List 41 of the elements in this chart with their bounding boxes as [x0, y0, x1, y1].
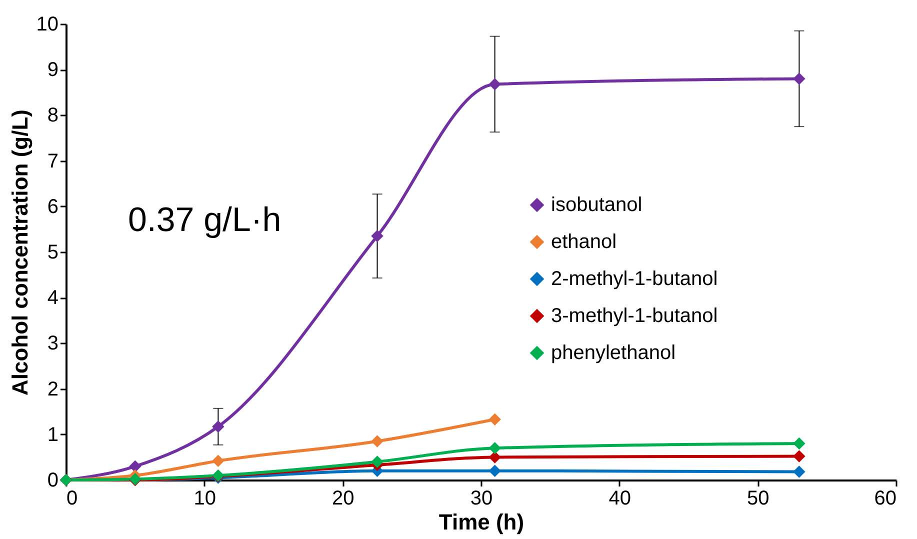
point	[488, 451, 501, 464]
x-tick-label: 40	[608, 488, 631, 510]
y-tick-label: 2	[47, 378, 58, 400]
x-tick-label: 20	[332, 488, 354, 510]
legend-label: 3-methyl-1-butanol	[551, 305, 718, 327]
y-tick-label: 7	[47, 150, 58, 172]
legend-label: isobutanol	[551, 194, 642, 216]
x-tick-label: 50	[747, 488, 770, 510]
point	[212, 454, 224, 467]
point	[129, 460, 142, 472]
point	[488, 78, 501, 90]
point	[488, 464, 501, 478]
point	[488, 413, 501, 426]
point	[793, 437, 806, 450]
point	[371, 230, 384, 242]
y-tick-label: 6	[47, 196, 58, 218]
y-tick-label: 8	[47, 104, 58, 127]
y-axis-title: Alcohol concentration (g/L)	[7, 110, 32, 396]
point	[212, 420, 224, 433]
point	[793, 72, 806, 85]
point	[793, 450, 806, 462]
y-tick-label: 10	[36, 14, 58, 36]
x-tick-label: 30	[470, 488, 493, 510]
legend-label: 2-methyl-1-butanol	[551, 268, 718, 290]
x-tick-label: 0	[66, 488, 78, 510]
point	[793, 466, 806, 478]
y-tick-label: 4	[47, 287, 58, 310]
y-tick-label: 3	[47, 332, 58, 355]
y-tick-label: 9	[47, 59, 58, 82]
x-axis-title: Time (h)	[438, 510, 524, 534]
annotation: 0.37 g/L·h	[128, 201, 282, 239]
point	[371, 435, 384, 448]
x-tick-label: 60	[874, 488, 896, 510]
point	[371, 456, 384, 468]
y-tick-label: 5	[47, 242, 58, 264]
y-tick-label: 1	[47, 424, 58, 446]
legend-label: ethanol	[551, 231, 617, 253]
y-tick-label: 0	[47, 470, 58, 492]
legend-label: phenylethanol	[551, 342, 676, 364]
point	[488, 442, 501, 454]
x-tick-label: 10	[194, 488, 216, 510]
